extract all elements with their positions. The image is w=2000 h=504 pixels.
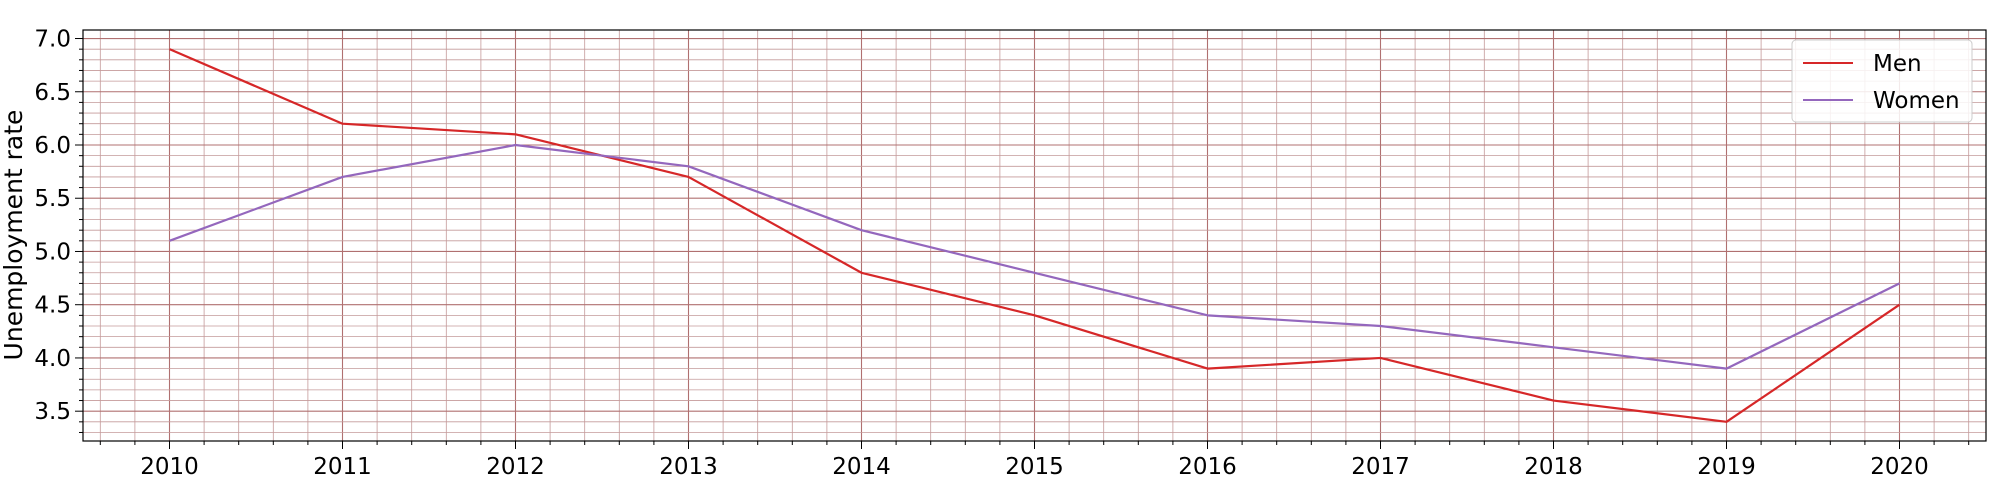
x-tick-label: 2017	[1351, 454, 1410, 480]
y-tick-label: 4.0	[34, 346, 71, 372]
series-lines	[169, 48, 1901, 423]
x-tick-label: 2015	[1005, 454, 1064, 480]
legend-label-men: Men	[1873, 51, 1922, 77]
x-tick-label: 2014	[832, 454, 891, 480]
y-axis-tick-labels: 3.5 4.0 4.5 5.0 5.5 6.0 6.5 7.0	[34, 27, 71, 426]
legend-box	[1791, 39, 1973, 123]
x-tick-label: 2013	[659, 454, 718, 480]
x-axis-tick-labels: 2010 2011 2012 2013 2014 2015 2016 2017 2018 2019…	[140, 454, 1929, 480]
y-tick-label: 4.5	[34, 293, 71, 319]
x-tick-label: 2012	[486, 454, 545, 480]
grid	[83, 30, 1986, 441]
legend-label-women: Women	[1873, 88, 1960, 114]
x-tick-label: 2010	[140, 454, 199, 480]
y-tick-label: 6.0	[34, 133, 71, 159]
y-tick-label: 5.0	[34, 239, 71, 265]
x-tick-label: 2011	[313, 454, 372, 480]
x-tick-label: 2018	[1524, 454, 1583, 480]
y-tick-label: 3.5	[34, 399, 71, 425]
y-tick-label: 5.5	[34, 186, 71, 212]
x-tick-label: 2019	[1697, 454, 1756, 480]
axis-ticks	[75, 38, 1970, 449]
series-line-women	[169, 143, 1900, 370]
legend: Men Women	[1791, 39, 1973, 123]
y-axis-label: Unemployment rate	[0, 110, 28, 361]
x-tick-label: 2020	[1870, 454, 1929, 480]
x-tick-label: 2016	[1178, 454, 1237, 480]
y-tick-label: 7.0	[34, 27, 71, 53]
series-line-men	[169, 48, 1901, 423]
y-tick-label: 6.5	[34, 80, 71, 106]
